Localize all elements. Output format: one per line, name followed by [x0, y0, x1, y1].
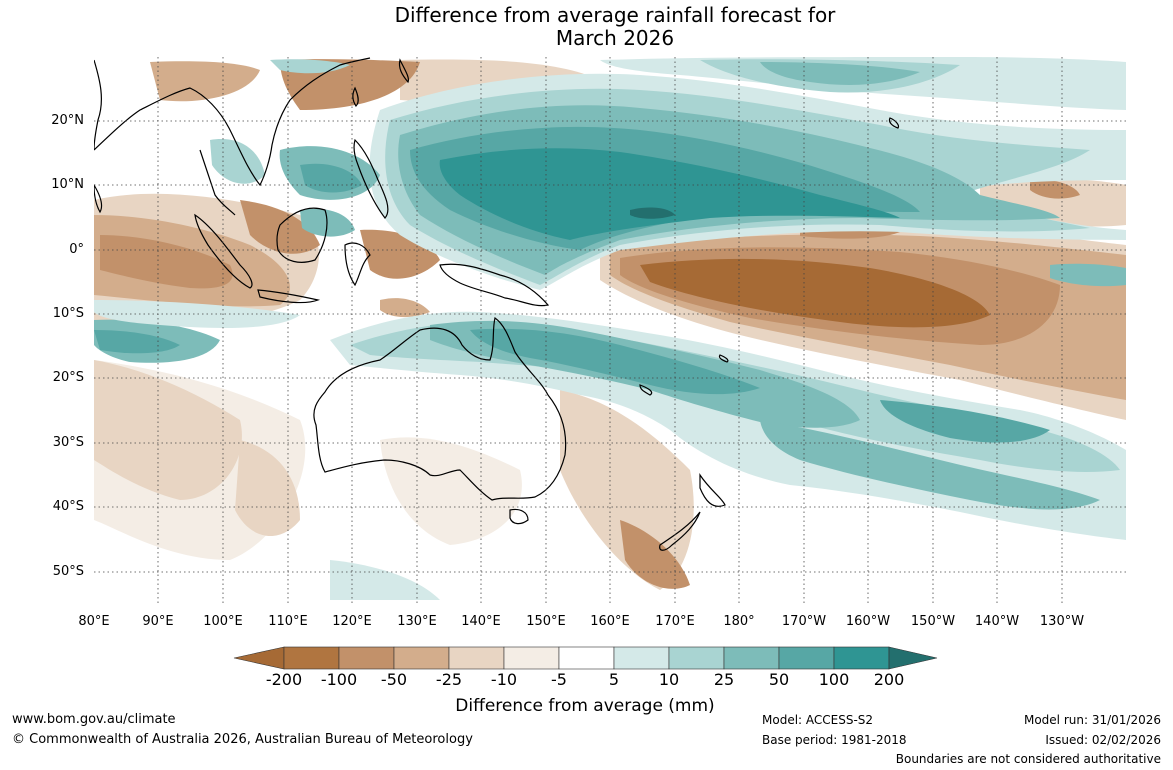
lon-label-130w: 130°W	[1039, 614, 1085, 629]
footer-disclaimer: Boundaries are not considered authoritat…	[895, 752, 1161, 766]
lon-label-150e: 150°E	[526, 614, 566, 629]
legend-swatch-extend-low	[233, 646, 285, 670]
title-line-1: Difference from average rainfall forecas…	[394, 3, 836, 27]
footer-issued: Issued: 02/02/2026	[1045, 733, 1161, 747]
legend-tick: 5	[608, 670, 620, 689]
lon-label-90e: 90°E	[142, 614, 174, 629]
legend-tick: 25	[713, 670, 735, 689]
coastlines	[94, 57, 900, 551]
lat-label-20n: 20°N	[51, 113, 84, 128]
legend-tick: -50	[380, 670, 408, 689]
lon-label-120e: 120°E	[332, 614, 372, 629]
legend-swatch	[833, 646, 890, 670]
footer-copyright: © Commonwealth of Australia 2026, Austra…	[12, 732, 473, 747]
lon-label-180: 180°	[723, 614, 755, 629]
footer-website: www.bom.gov.au/climate	[12, 712, 176, 727]
lat-label-10s: 10°S	[52, 306, 84, 321]
legend-tick: -5	[551, 670, 567, 689]
legend-label: Difference from average (mm)	[455, 696, 715, 716]
lat-label-30s: 30°S	[52, 435, 84, 450]
legend-tick: -200	[265, 670, 303, 689]
legend-swatch	[778, 646, 835, 670]
legend-tick: -100	[320, 670, 358, 689]
lon-label-140e: 140°E	[461, 614, 501, 629]
lon-label-110e: 110°E	[268, 614, 308, 629]
legend-swatch	[503, 646, 560, 670]
legend-tick: 10	[658, 670, 680, 689]
lon-label-170w: 170°W	[781, 614, 827, 629]
legend-swatch	[613, 646, 670, 670]
lon-label-130e: 130°E	[397, 614, 437, 629]
legend-swatch	[448, 646, 505, 670]
footer-base-period: Base period: 1981-2018	[762, 733, 907, 747]
lon-label-80e: 80°E	[78, 614, 110, 629]
lat-label-40s: 40°S	[52, 499, 84, 514]
lon-label-100e: 100°E	[203, 614, 243, 629]
legend-swatch	[338, 646, 395, 670]
lat-label-20s: 20°S	[52, 370, 84, 385]
legend-swatch	[393, 646, 450, 670]
footer-model: Model: ACCESS-S2	[762, 713, 874, 727]
legend-tick: 200	[873, 670, 905, 689]
legend-swatch	[668, 646, 725, 670]
lon-label-170e: 170°E	[655, 614, 695, 629]
legend-tick: 100	[818, 670, 850, 689]
graticule	[94, 57, 1126, 605]
legend-swatch	[283, 646, 340, 670]
lon-label-140w: 140°W	[974, 614, 1020, 629]
legend-swatch	[558, 646, 615, 670]
lon-label-150w: 150°W	[910, 614, 956, 629]
legend-swatch	[723, 646, 780, 670]
rainfall-anomaly-map	[94, 57, 1126, 605]
legend-swatch-extend-high	[888, 646, 938, 670]
map-title: Difference from average rainfall forecas…	[0, 4, 1173, 50]
lon-label-160w: 160°W	[845, 614, 891, 629]
footer-model-run: Model run: 31/01/2026	[1023, 713, 1161, 727]
legend-tick: 50	[768, 670, 790, 689]
legend-tick: -10	[490, 670, 518, 689]
lat-label-10n: 10°N	[51, 177, 84, 192]
lat-label-0: 0°	[69, 242, 84, 257]
title-line-2: March 2026	[555, 26, 675, 50]
legend-tick: -25	[435, 670, 463, 689]
lat-label-50s: 50°S	[52, 564, 84, 579]
lon-label-160e: 160°E	[590, 614, 630, 629]
